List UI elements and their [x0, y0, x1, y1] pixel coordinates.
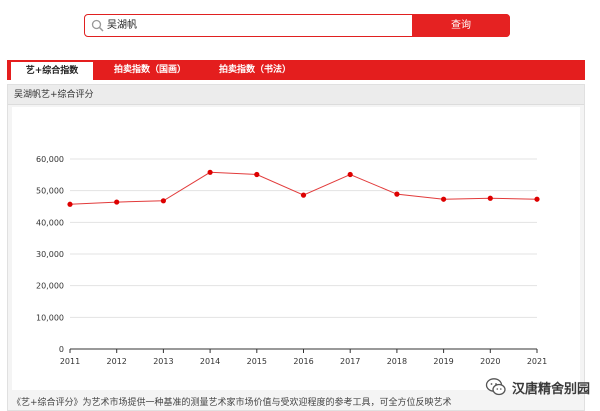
data-point	[254, 171, 260, 178]
search-bar: 查询	[84, 14, 510, 37]
x-tick-label: 2014	[200, 357, 220, 366]
x-tick-label: 2017	[340, 357, 360, 366]
x-tick-label: 2021	[527, 357, 547, 366]
x-tick-label: 2020	[480, 357, 500, 366]
x-tick-label: 2011	[60, 357, 80, 366]
data-point	[67, 201, 73, 207]
tab-bar: 艺+综合指数 拍卖指数（国画） 拍卖指数（书法）	[7, 60, 585, 80]
description-text: 《艺+综合评分》为艺术市场提供一种基准的测量艺术家市场价值与受欢迎程度的参考工具…	[12, 398, 452, 408]
watermark: 汉唐精舍别园	[485, 376, 590, 398]
x-tick-label: 2016	[293, 357, 313, 366]
series-line	[69, 171, 538, 205]
tab-auction-index-calligraphy[interactable]: 拍卖指数（书法）	[218, 65, 291, 75]
data-point	[300, 192, 307, 198]
chart-area: 0 10,000 20,000 30,000 40,000 50,000 60,000 201…	[12, 107, 580, 390]
wechat-icon	[485, 378, 506, 396]
y-tick-label: 30,000	[36, 250, 64, 259]
y-tick-label: 60,000	[36, 155, 64, 164]
panel-title: 吴湖帆艺+综合评分	[8, 85, 584, 105]
y-tick-label: 10,000	[36, 313, 64, 322]
tab-composite-index[interactable]: 艺+综合指数	[10, 61, 94, 80]
tab-auction-index-painting[interactable]: 拍卖指数（国画）	[113, 65, 186, 75]
x-tick-label: 2015	[247, 357, 267, 366]
search-icon	[91, 19, 104, 32]
data-point	[207, 169, 213, 175]
y-tick-label: 0	[59, 345, 64, 354]
data-point	[160, 198, 166, 204]
search-button[interactable]: 查询	[412, 14, 510, 37]
data-point	[487, 195, 493, 201]
data-point	[114, 199, 120, 205]
watermark-text: 汉唐精舍别园	[511, 381, 590, 397]
search-input[interactable]	[107, 15, 407, 36]
y-tick-label: 40,000	[36, 218, 64, 227]
data-point	[347, 171, 353, 178]
data-point	[394, 191, 400, 197]
x-tick-label: 2012	[107, 357, 127, 366]
data-point	[534, 196, 540, 202]
y-tick-label: 20,000	[36, 282, 64, 291]
score-panel: 吴湖帆艺+综合评分 0 10,000 20,000 30,000 40,000 50,00…	[7, 84, 585, 411]
x-tick-label: 2019	[433, 357, 453, 366]
line-chart: 0 10,000 20,000 30,000 40,000 50,000 60,000 201…	[36, 155, 547, 366]
x-tick-label: 2013	[153, 357, 173, 366]
data-point	[441, 196, 447, 202]
y-tick-label: 50,000	[36, 187, 64, 196]
x-tick-label: 2018	[387, 357, 407, 366]
